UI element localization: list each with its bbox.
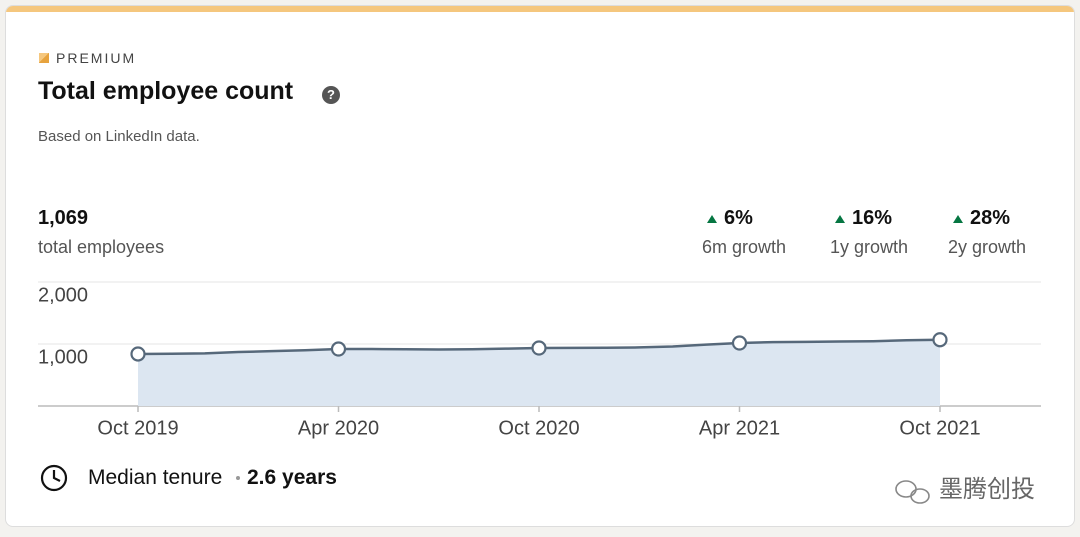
watermark: 墨腾创投: [939, 476, 1035, 503]
help-icon[interactable]: ?: [322, 86, 340, 104]
clock-icon: [40, 464, 68, 492]
y-tick-label: 1,000: [38, 346, 88, 368]
summary-value: 1,069: [38, 207, 89, 229]
footer-value: 2.6 years: [247, 466, 337, 489]
badge: PREMIUM: [56, 50, 137, 66]
point: [130, 346, 146, 362]
y-tick-label: 2,000: [38, 284, 88, 306]
premium-bar: [6, 6, 1074, 12]
growth-label: 2y growth: [948, 237, 1027, 257]
chart: 1,000 2,000 Oct 2019 Apr 2020 Oct 2020 Apr 20…: [38, 215, 1041, 504]
growth-label: 6m growth: [702, 237, 787, 257]
up-arrow: [835, 215, 845, 223]
x-tick-label: Oct 2019: [97, 417, 178, 439]
x-tick-label: Oct 2021: [899, 417, 980, 439]
summary-label: total employees: [38, 237, 165, 257]
point: [731, 335, 748, 351]
point: [932, 332, 948, 348]
growth-value: 28%: [970, 207, 1011, 229]
x-tick-label: Apr 2021: [699, 417, 780, 439]
up-arrow: [707, 215, 717, 223]
title: Total employee count: [38, 77, 294, 105]
growth-label: 1y growth: [830, 237, 909, 257]
point: [330, 341, 347, 357]
x-tick-label: Oct 2020: [498, 417, 579, 439]
up-arrow: [953, 215, 963, 223]
separator: [236, 476, 240, 480]
x-tick-label: Apr 2020: [298, 417, 379, 439]
footer-label: Median tenure: [88, 466, 223, 489]
point: [531, 340, 547, 356]
growth-value: 16%: [852, 207, 893, 229]
wechat-icon: [895, 480, 930, 504]
growth-value: 6%: [724, 207, 753, 229]
premium-icon: [39, 53, 49, 63]
card: PREMIUM Total employee count ? Based on …: [5, 5, 1075, 527]
subtitle: Based on LinkedIn data.: [38, 128, 200, 145]
